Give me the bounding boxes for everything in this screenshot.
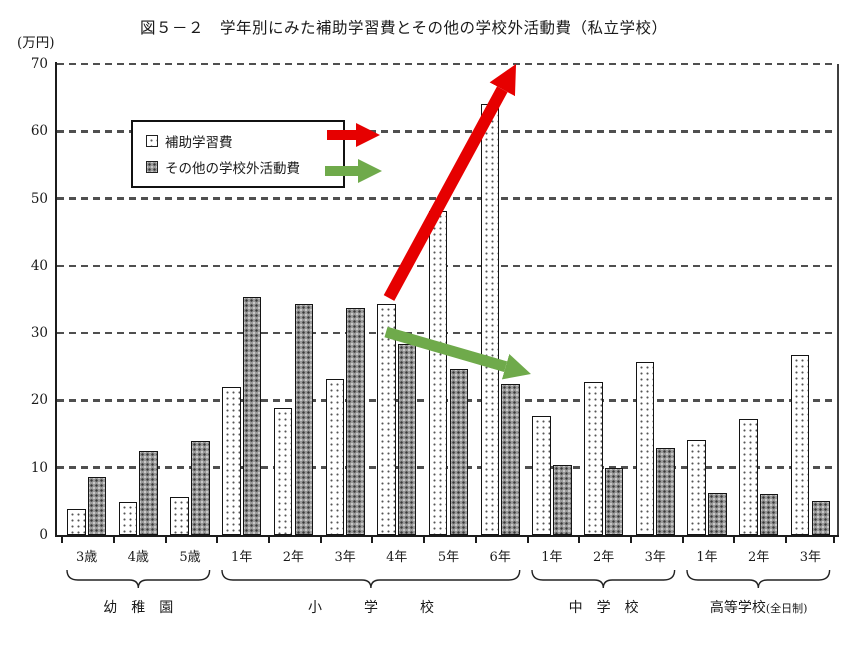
x-tick-label-2: 5歳 bbox=[179, 550, 201, 565]
bar-other-activities-8 bbox=[501, 383, 520, 535]
y-tick-label-50: 50 bbox=[30, 190, 48, 207]
section-brace-2 bbox=[531, 570, 676, 589]
legend-label-other-activities: その他の学校外活動費 bbox=[165, 160, 300, 177]
section-brace-1 bbox=[221, 570, 521, 589]
y-tick-label-0: 0 bbox=[39, 527, 48, 543]
bar-other-activities-0 bbox=[87, 477, 107, 535]
bar-supplementary-3 bbox=[222, 387, 241, 535]
section-label-1: 小 学 校 bbox=[308, 600, 434, 616]
section-brace-3 bbox=[686, 570, 831, 589]
bar-supplementary-10 bbox=[584, 382, 603, 535]
legend-swatch-gray-dotted-icon bbox=[146, 160, 158, 173]
bar-supplementary-6 bbox=[377, 304, 396, 535]
x-tick-label-10: 2年 bbox=[592, 550, 615, 565]
bar-supplementary-7 bbox=[428, 211, 448, 535]
x-axis-tick-5 bbox=[319, 537, 322, 543]
bar-other-activities-12 bbox=[708, 492, 727, 535]
x-axis-tick-2 bbox=[164, 537, 167, 543]
bar-other-activities-6 bbox=[397, 343, 417, 535]
y-tick-label-60: 60 bbox=[30, 123, 48, 140]
bar-supplementary-8 bbox=[480, 104, 500, 535]
x-axis-tick-10 bbox=[578, 537, 581, 543]
x-axis-tick-6 bbox=[371, 537, 374, 543]
bar-other-activities-7 bbox=[449, 368, 469, 535]
gridline-50 bbox=[57, 197, 837, 200]
x-axis-tick-12 bbox=[681, 537, 684, 543]
bar-other-activities-1 bbox=[139, 450, 158, 535]
x-axis-tick-7 bbox=[423, 537, 426, 543]
x-tick-label-11: 3年 bbox=[644, 550, 666, 565]
bar-other-activities-4 bbox=[294, 304, 313, 535]
x-axis-tick-8 bbox=[474, 537, 477, 543]
bar-supplementary-11 bbox=[635, 362, 655, 535]
y-axis-unit-label: (万円) bbox=[17, 35, 55, 51]
x-tick-label-0: 3歳 bbox=[75, 550, 98, 565]
x-axis-line bbox=[55, 535, 839, 537]
bar-other-activities-10 bbox=[604, 467, 624, 535]
x-tick-label-9: 1年 bbox=[541, 550, 563, 565]
bar-other-activities-5 bbox=[346, 308, 365, 535]
x-axis-tick-3 bbox=[216, 537, 219, 543]
bar-supplementary-0 bbox=[67, 508, 86, 535]
legend-label-supplementary-study: 補助学習費 bbox=[165, 135, 233, 152]
bar-other-activities-13 bbox=[759, 494, 779, 535]
x-axis-tick-15 bbox=[833, 537, 835, 543]
bar-supplementary-14 bbox=[790, 355, 810, 535]
bar-supplementary-1 bbox=[118, 502, 138, 535]
x-tick-label-8: 6年 bbox=[489, 550, 511, 565]
bar-supplementary-12 bbox=[687, 440, 706, 535]
section-label-sub-3: (全日制) bbox=[765, 602, 808, 615]
x-tick-label-4: 2年 bbox=[282, 550, 305, 565]
bar-supplementary-4 bbox=[273, 407, 293, 535]
x-tick-label-6: 4年 bbox=[386, 550, 408, 565]
bar-other-activities-11 bbox=[656, 448, 675, 535]
x-tick-label-1: 4歳 bbox=[127, 550, 149, 565]
legend-item-supplementary-study: 補助学習費 bbox=[146, 131, 343, 151]
section-label-3: 高等学校(全日制) bbox=[709, 600, 808, 616]
x-axis-tick-11 bbox=[629, 537, 632, 543]
bar-other-activities-3 bbox=[242, 296, 262, 535]
x-tick-label-13: 2年 bbox=[748, 550, 770, 565]
x-tick-label-5: 3年 bbox=[334, 550, 356, 565]
x-axis-tick-0 bbox=[61, 537, 64, 543]
y-tick-label-30: 30 bbox=[30, 325, 48, 342]
x-tick-label-7: 5年 bbox=[437, 550, 460, 565]
bar-supplementary-13 bbox=[739, 418, 758, 535]
bar-supplementary-2 bbox=[170, 496, 189, 535]
legend-box: 補助学習費 その他の学校外活動費 bbox=[131, 120, 345, 188]
x-axis-tick-1 bbox=[112, 537, 115, 543]
bar-supplementary-9 bbox=[532, 415, 551, 535]
x-axis-tick-9 bbox=[526, 537, 529, 543]
x-axis-tick-13 bbox=[733, 537, 736, 543]
chart-title: 図５－２ 学年別にみた補助学習費とその他の学校外活動費（私立学校） bbox=[140, 19, 668, 37]
bar-supplementary-5 bbox=[325, 378, 344, 535]
bar-other-activities-9 bbox=[553, 465, 572, 535]
section-label-2: 中 学 校 bbox=[568, 600, 639, 616]
x-axis-tick-14 bbox=[785, 537, 787, 543]
plot-right-border bbox=[837, 64, 839, 535]
y-tick-label-70: 70 bbox=[30, 56, 48, 72]
x-tick-label-14: 3年 bbox=[799, 550, 822, 565]
legend-item-other-activities: その他の学校外活動費 bbox=[146, 157, 343, 177]
section-brace-0 bbox=[66, 570, 211, 589]
x-tick-label-12: 1年 bbox=[696, 550, 718, 565]
x-tick-label-3: 1年 bbox=[231, 550, 253, 565]
y-tick-label-40: 40 bbox=[30, 257, 48, 274]
y-tick-label-20: 20 bbox=[30, 392, 48, 409]
y-tick-label-10: 10 bbox=[30, 459, 48, 476]
gridline-70 bbox=[57, 62, 837, 66]
section-label-0: 幼 稚 園 bbox=[103, 600, 174, 616]
x-axis-tick-4 bbox=[268, 537, 270, 543]
legend-swatch-white-dotted-icon bbox=[146, 135, 158, 148]
bar-other-activities-2 bbox=[191, 440, 210, 535]
y-axis-line bbox=[55, 62, 57, 537]
bar-other-activities-14 bbox=[811, 501, 830, 535]
